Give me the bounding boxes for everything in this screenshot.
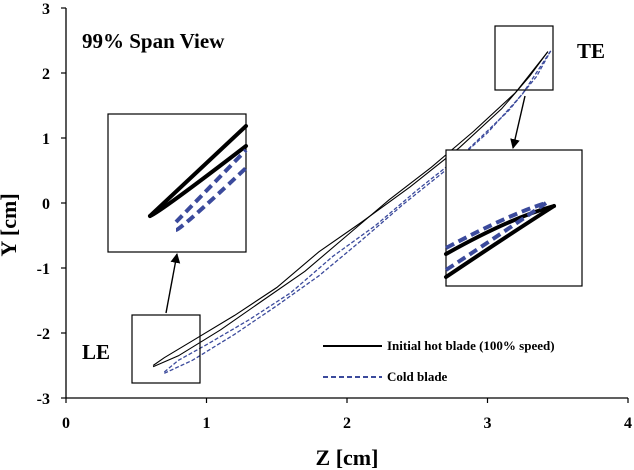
te-inset-cold-pressure [444,201,548,272]
x-tick-label: 4 [624,415,632,432]
y-tick-label: -2 [37,326,50,343]
series-hot-pressure-side [152,51,549,368]
y-tick-label: 0 [42,196,50,213]
annotation-le: LE [82,340,110,364]
te-inset-cold-suction [445,201,547,250]
y-tick-label: 1 [42,131,50,148]
series-hot-suction-side [152,51,549,366]
series-cold-suction-side [163,50,552,373]
x-tick-label: 1 [203,415,211,432]
series-cold-pressure-side [164,50,552,374]
le-inset-cold-suction [174,148,248,224]
le-inset [107,113,248,253]
legend-label-cold: Cold blade [387,369,448,384]
te-arrow [510,95,526,149]
x-axis-title: Z [cm] [316,445,379,470]
annotation-te: TE [577,39,605,63]
x-tick-label: 3 [484,415,492,432]
le-inset-cold-pressure [175,166,248,232]
legend: Initial hot blade (100% speed) Cold blad… [323,338,555,384]
chart-title: 99% Span View [82,29,225,53]
x-tick-label: 2 [343,415,351,432]
te-zoom-region [494,25,554,91]
te-inset [444,149,583,287]
te-inset-hot-suction [444,204,556,256]
y-tick-label: -3 [37,391,50,408]
plot-lines [152,50,552,374]
tick-labels: 0 1 2 3 4 3 2 1 0 -1 -2 -3 [37,1,632,432]
x-tick-label: 0 [62,415,70,432]
y-tick-label: -1 [37,261,50,278]
le-inset-hot-pressure [148,144,248,218]
le-zoom-region [131,314,201,384]
axes [61,7,629,403]
y-tick-label: 2 [42,66,50,83]
legend-label-hot: Initial hot blade (100% speed) [387,338,555,353]
le-arrow [165,253,181,314]
le-inset-hot-suction [148,124,248,218]
te-inset-hot-pressure [444,204,556,279]
y-axis-title: Y [cm] [0,193,21,256]
y-tick-label: 3 [42,1,50,18]
